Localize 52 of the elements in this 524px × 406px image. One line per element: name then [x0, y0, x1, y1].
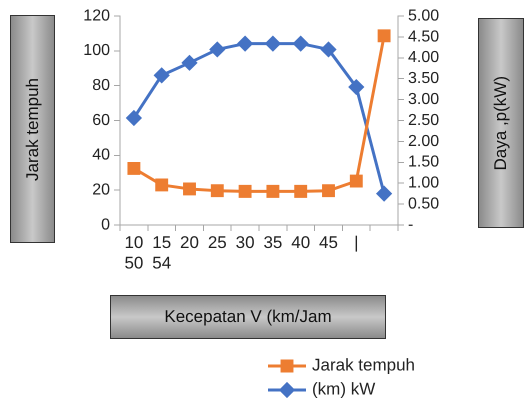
- y2-tick-label: 4.00: [408, 49, 440, 66]
- x-tick-label: |: [354, 232, 359, 252]
- y-tick-label: 40: [92, 146, 110, 164]
- point: [378, 29, 391, 42]
- point: [348, 80, 364, 95]
- y2-tick-label: 3.50: [408, 70, 440, 88]
- y-tick-label: 0: [101, 216, 110, 234]
- legend-label: Jarak tempuh: [312, 356, 415, 375]
- point: [376, 186, 392, 202]
- y2-tick-label: 0.50: [408, 196, 440, 213]
- y-tick-label: 80: [92, 77, 110, 94]
- x-tick-label: 35: [263, 232, 282, 252]
- point: [126, 110, 142, 126]
- point: [127, 162, 140, 175]
- y-axis-title: Jarak tempuh: [22, 78, 42, 180]
- y2-tick-label: -: [408, 216, 414, 234]
- x-tick-label: 25: [208, 232, 227, 252]
- point: [294, 184, 308, 198]
- x-tick-label: 15 54: [152, 232, 172, 272]
- y2-tick-label: 2.50: [408, 112, 440, 129]
- x-tick-label: 45: [319, 232, 338, 252]
- y2-tick-label: 3.00: [408, 91, 440, 108]
- point: [183, 182, 196, 196]
- point: [155, 178, 168, 192]
- x-tick-label: 20: [180, 232, 199, 252]
- y2-tick-label: 5.00: [408, 7, 440, 24]
- point: [210, 42, 225, 57]
- point: [238, 36, 253, 52]
- point: [265, 36, 280, 52]
- point: [182, 55, 197, 70]
- legend-label: (km) kW: [312, 380, 376, 399]
- y2-tick-label: 2.00: [408, 132, 440, 150]
- y2-tick-label: 4.50: [408, 28, 440, 46]
- x-tick-label: 40: [291, 232, 310, 252]
- y-tick-label: 20: [92, 182, 110, 199]
- x-axis-title: Kecepatan V (km/Jam: [164, 307, 332, 327]
- x-tick-label: 10 50: [124, 232, 144, 272]
- point: [154, 68, 170, 83]
- x-tick-label: 30: [236, 232, 255, 252]
- y-tick-label: 60: [92, 112, 110, 129]
- y2-tick-label: 1.50: [408, 154, 440, 171]
- point: [266, 184, 280, 198]
- y-tick-label: 120: [83, 7, 110, 24]
- point: [322, 184, 335, 198]
- y2-axis-title: Daya ,p(kW): [491, 76, 511, 170]
- point: [293, 36, 308, 52]
- point: [350, 174, 363, 188]
- y-tick-label: 100: [83, 42, 110, 60]
- point: [210, 184, 224, 198]
- point: [238, 184, 252, 198]
- y2-tick-label: 1.00: [408, 174, 440, 192]
- point: [321, 42, 336, 57]
